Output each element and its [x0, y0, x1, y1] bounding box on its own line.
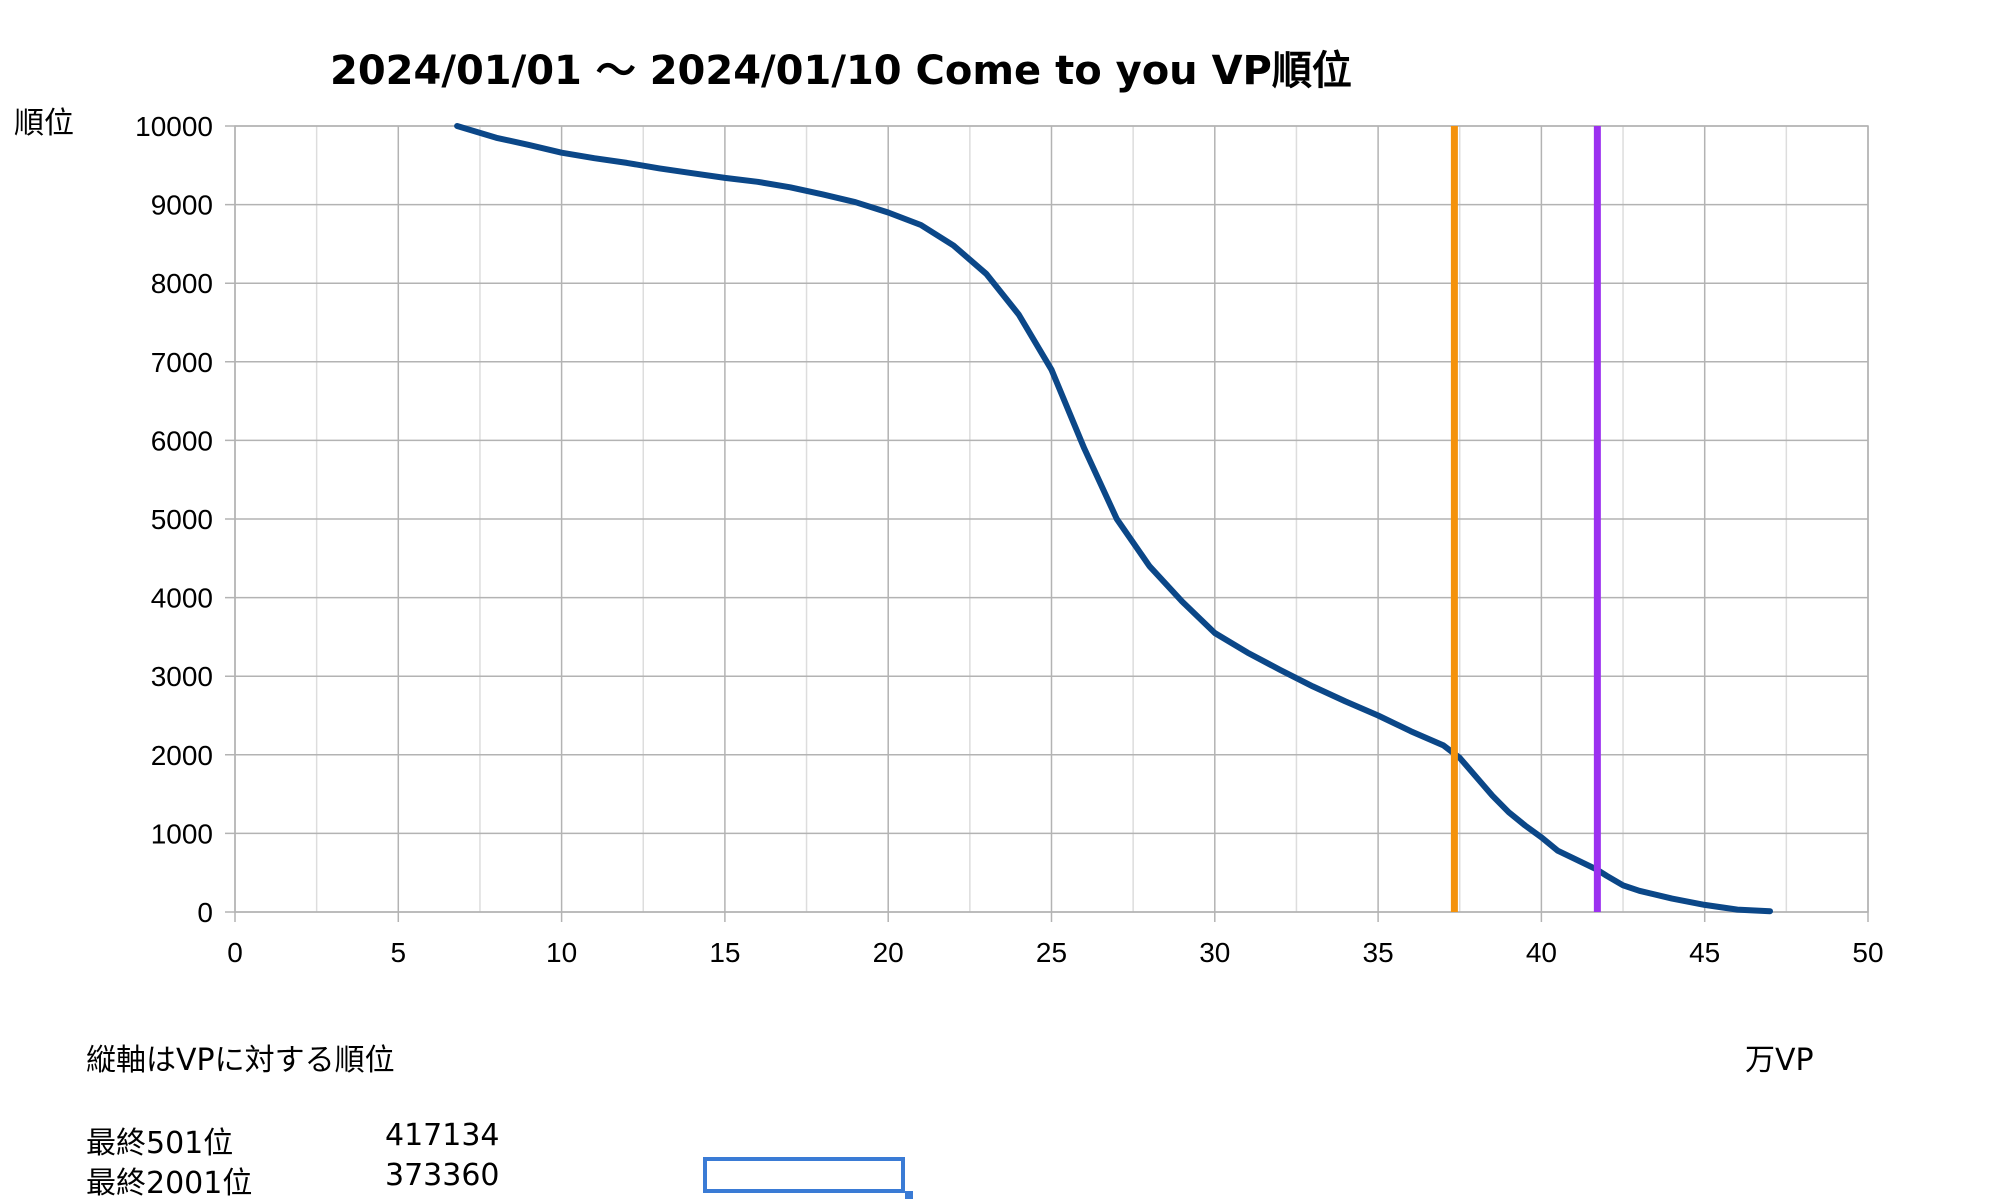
y-tick-label: 3000: [151, 661, 213, 692]
final-rank-2001-value[interactable]: 373360: [385, 1158, 500, 1193]
y-tick-label: 1000: [151, 818, 213, 849]
x-tick-label: 0: [227, 937, 243, 968]
x-tick-label: 15: [709, 937, 740, 968]
x-tick-label: 40: [1526, 937, 1557, 968]
final-rank-501-value[interactable]: 417134: [385, 1118, 500, 1153]
chart-plot[interactable]: 0 5 10 15 20 25 30 35 40 45 50 0 1000 2000 3000 4000 500…: [0, 0, 2000, 1000]
y-tick-label: 0: [197, 897, 213, 928]
x-tick-label: 10: [546, 937, 577, 968]
y-tick-label: 2000: [151, 740, 213, 771]
final-rank-2001-label[interactable]: 最終2001位: [86, 1166, 253, 1201]
x-tick-label: 30: [1199, 937, 1230, 968]
y-tick-label: 7000: [151, 347, 213, 378]
chart-grid: [225, 125, 1869, 922]
y-tick-label: 6000: [151, 425, 213, 456]
final-rank-501-label[interactable]: 最終501位: [86, 1126, 234, 1161]
chart-reference-lines: [1450, 126, 1601, 912]
chart-title: 2024/01/01 ～ 2024/01/10 Come to you VP順位: [330, 48, 1352, 94]
y-tick-label: 8000: [151, 268, 213, 299]
x-tick-label: 20: [873, 937, 904, 968]
plot-area-border: [234, 125, 1869, 913]
fill-handle[interactable]: [905, 1191, 913, 1199]
chart-axes: [234, 125, 1869, 913]
series-line: [454, 123, 1773, 915]
chart-series: [454, 123, 1773, 915]
y-tick-label: 4000: [151, 583, 213, 614]
x-tick-label: 5: [391, 937, 407, 968]
x-tick-label: 45: [1689, 937, 1720, 968]
x-tick-label: 50: [1852, 937, 1883, 968]
y-axis-title: 順位: [14, 106, 74, 141]
x-tick-label: 35: [1363, 937, 1394, 968]
y-tick-label: 10000: [135, 111, 213, 142]
y-tick-label: 5000: [151, 504, 213, 535]
x-axis-unit: 万VP: [1745, 1043, 1814, 1078]
selected-cell[interactable]: [703, 1157, 905, 1193]
chart-tick-labels: 0 5 10 15 20 25 30 35 40 45 50 0 1000 2000 3000 4000 500…: [135, 111, 1883, 968]
y-tick-label: 9000: [151, 190, 213, 221]
x-tick-label: 25: [1036, 937, 1067, 968]
axis-note: 縦軸はVPに対する順位: [86, 1043, 395, 1078]
